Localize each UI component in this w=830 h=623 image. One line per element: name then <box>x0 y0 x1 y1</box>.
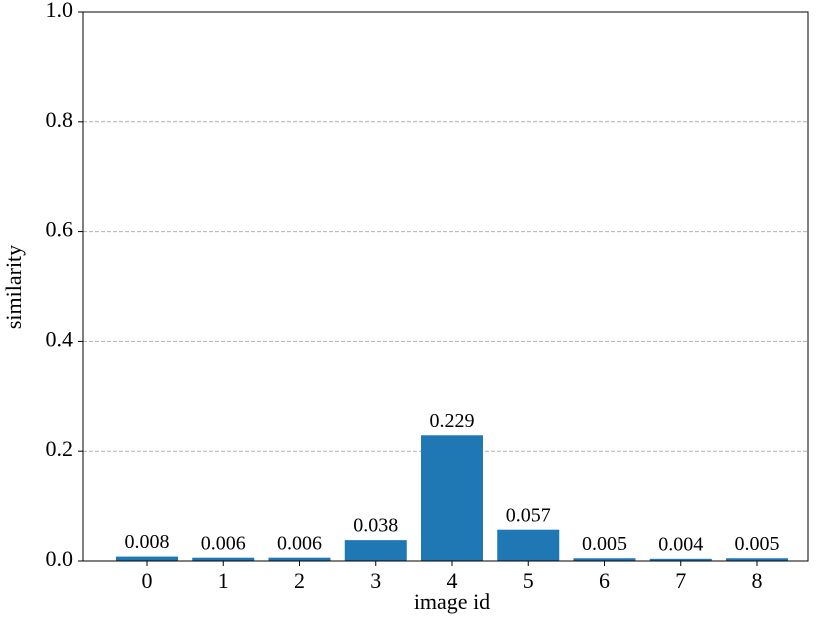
value-label: 0.006 <box>277 532 322 554</box>
bar <box>116 556 178 561</box>
bar <box>192 557 255 561</box>
bar <box>497 529 560 561</box>
value-label: 0.229 <box>430 410 475 432</box>
x-tick-label: 4 <box>447 568 458 593</box>
y-tick-label: 0.0 <box>46 546 74 571</box>
bar <box>726 558 788 561</box>
y-axis-label: similarity <box>1 245 26 329</box>
y-tick-label: 0.6 <box>46 217 74 242</box>
x-tick-label: 5 <box>523 568 534 593</box>
bar <box>421 435 483 561</box>
x-tick-label: 1 <box>218 568 229 593</box>
value-label: 0.005 <box>582 533 627 555</box>
x-tick-label: 8 <box>752 568 763 593</box>
y-tick-label: 1.0 <box>46 0 74 22</box>
value-label: 0.038 <box>353 515 398 537</box>
x-axis-label: image id <box>414 589 490 614</box>
bar <box>649 558 712 561</box>
bar <box>268 557 331 561</box>
bar <box>573 558 636 561</box>
x-tick-label: 2 <box>294 568 305 593</box>
value-label: 0.008 <box>125 531 170 553</box>
x-tick-label: 6 <box>599 568 610 593</box>
x-tick-label: 7 <box>675 568 686 593</box>
value-label: 0.005 <box>735 533 780 555</box>
x-tick-label: 3 <box>370 568 381 593</box>
plot-frame <box>82 11 809 562</box>
y-tick-label: 0.2 <box>46 436 74 461</box>
x-tick-label: 0 <box>142 568 153 593</box>
y-tick-label: 0.8 <box>46 107 74 132</box>
value-label: 0.006 <box>201 532 246 554</box>
y-tick-label: 0.4 <box>46 326 74 351</box>
bar <box>344 540 407 561</box>
value-label: 0.004 <box>658 533 703 555</box>
value-label: 0.057 <box>506 504 551 526</box>
